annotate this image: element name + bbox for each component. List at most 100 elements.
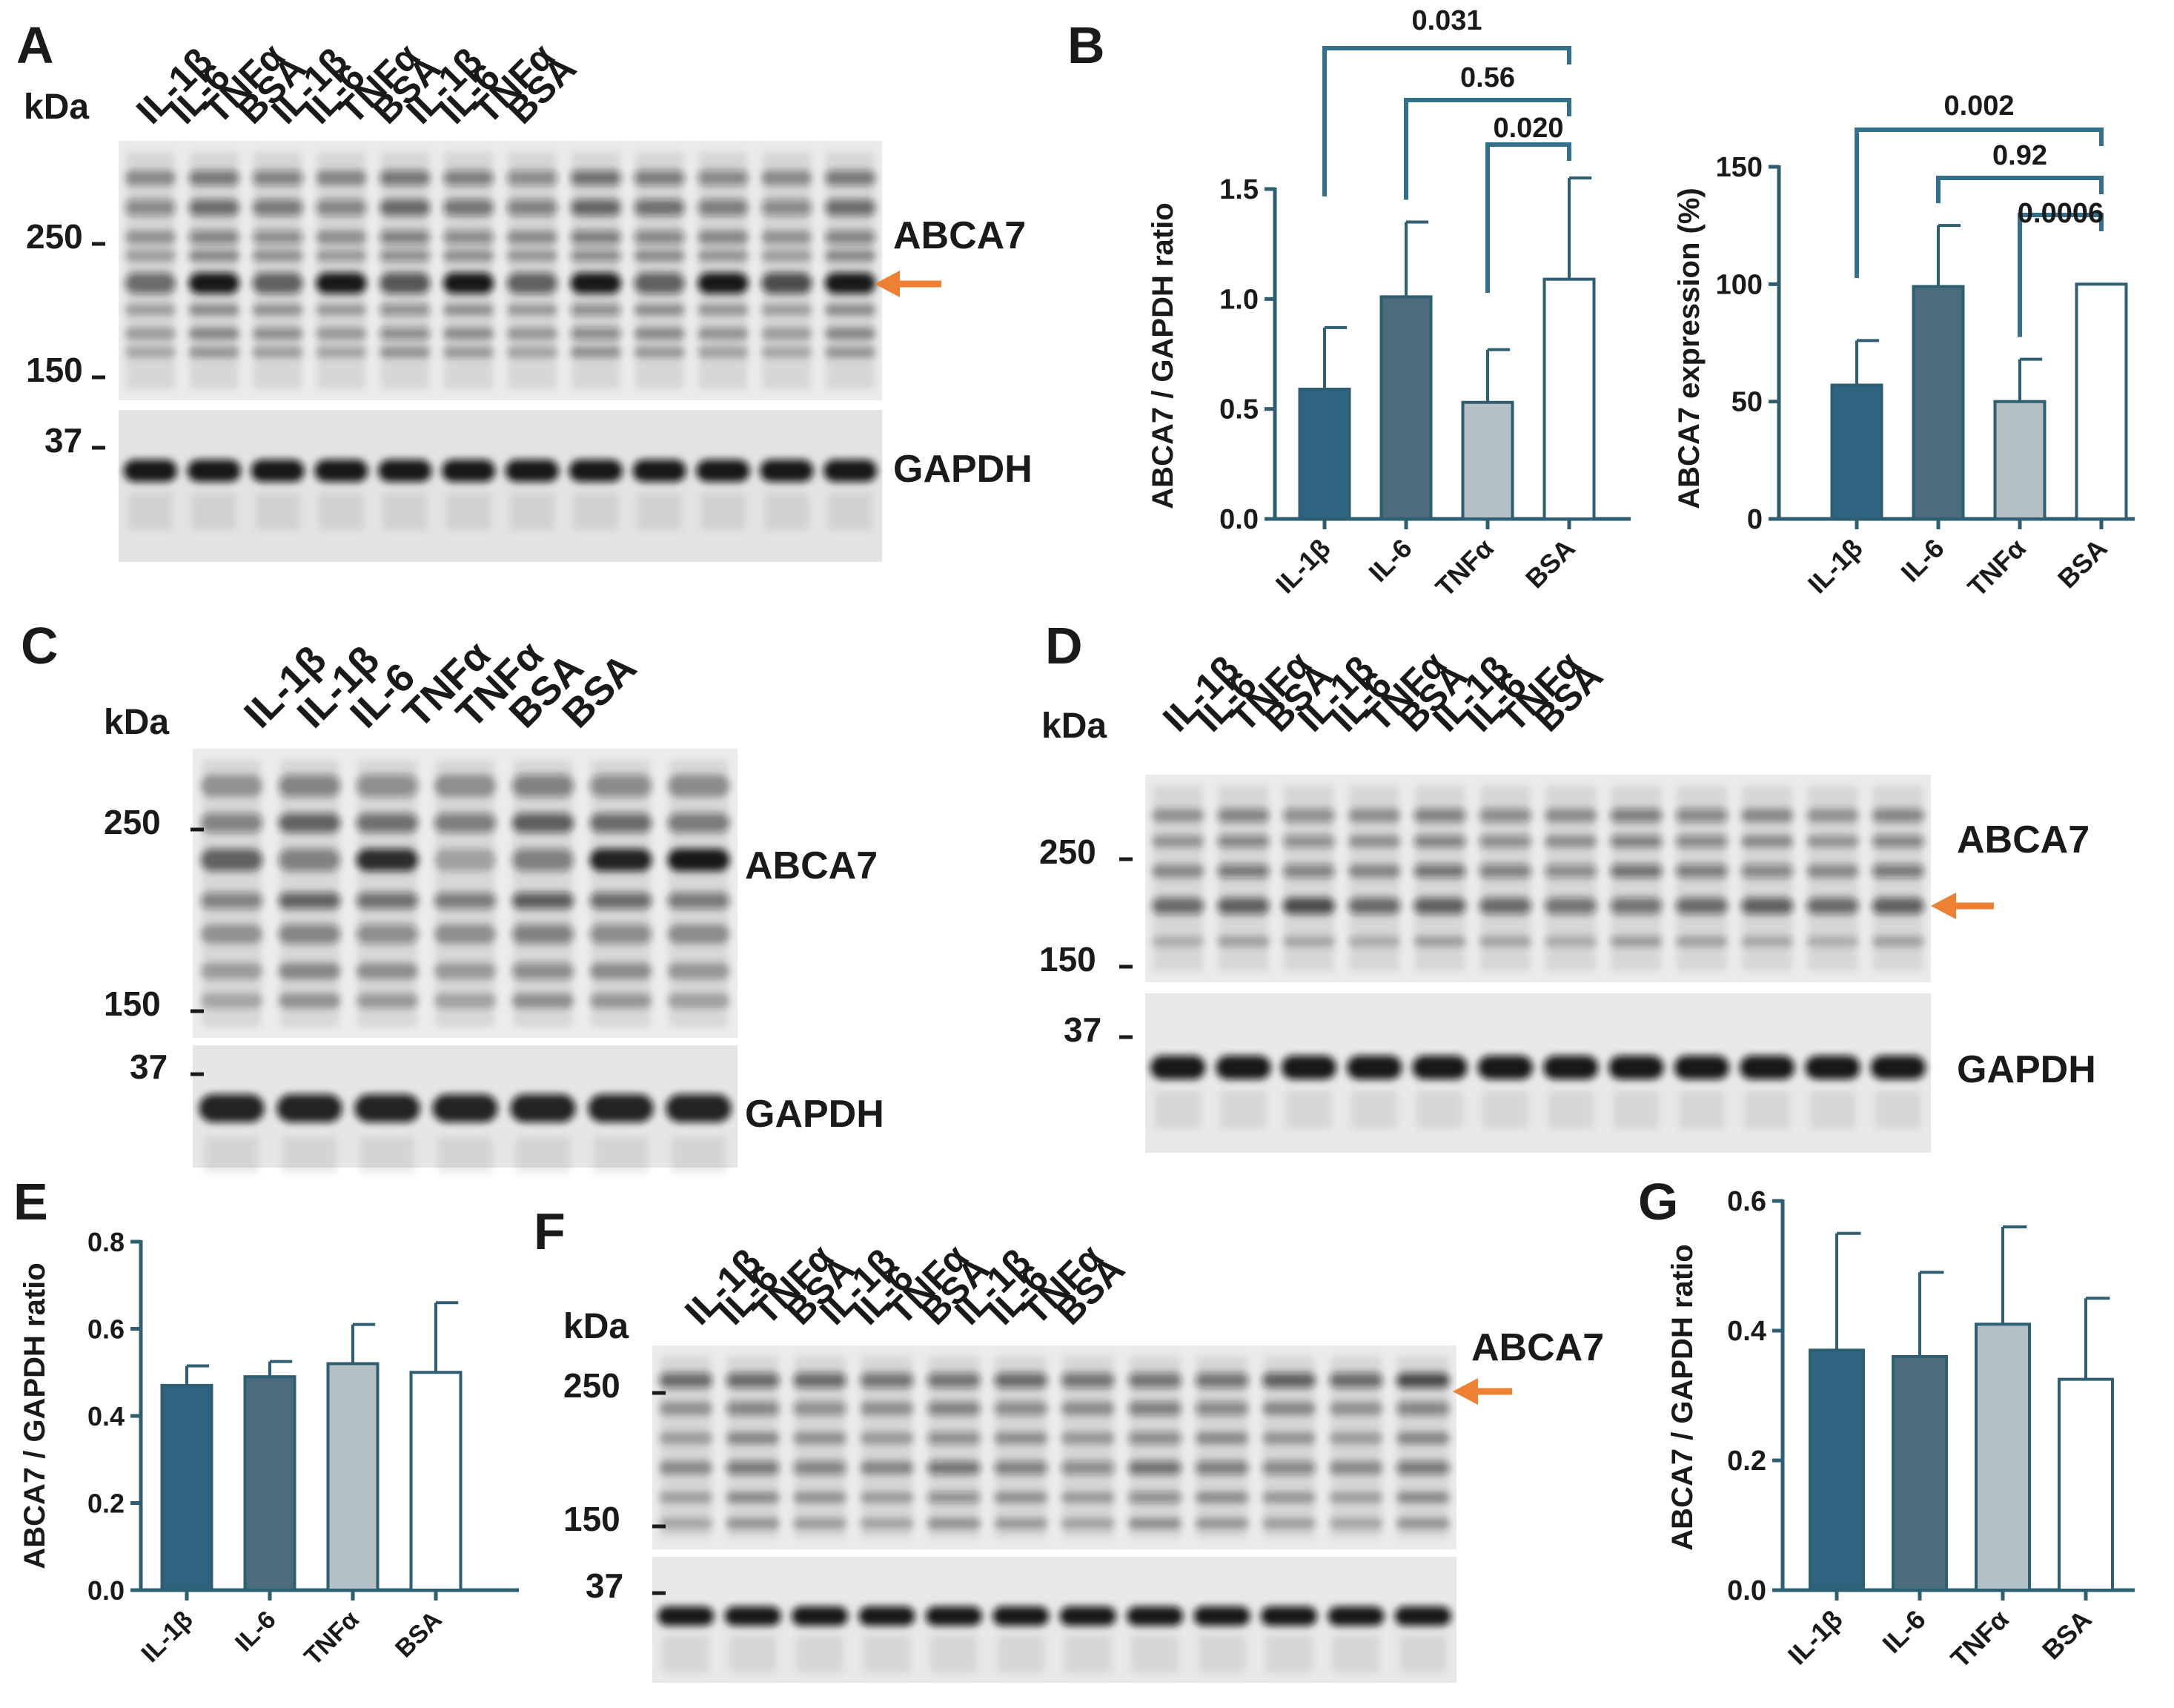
abca7-band [506,231,558,244]
category-label: IL-1β [1782,1604,1849,1671]
y-tick-label: 0.4 [87,1401,125,1431]
category-label: BSA [2052,533,2113,595]
abca7-band [1061,1492,1115,1503]
abca7-band [927,1461,981,1474]
abca7-band [1348,835,1401,847]
abca7-band [1348,809,1401,822]
abca7-band [316,231,367,244]
abca7-band [1329,1461,1383,1474]
gapdh-band [925,1606,982,1626]
abca7-band [356,775,419,797]
abca7-band [188,347,240,357]
abca7-band [443,250,494,262]
y-tick-label: 100 [1716,269,1763,300]
abca7-band [1610,835,1663,847]
abca7-band [1061,1373,1115,1388]
abca7-band [792,1461,847,1474]
abca7-band [434,775,497,797]
abca7-band [1262,1402,1316,1415]
abca7-band [1329,1402,1383,1415]
abca7-band [356,893,419,909]
panel-letter: E [13,1173,48,1231]
lane-smear [1875,1091,1921,1128]
y-tick-label: 150 [1716,152,1763,183]
gapdh-band [1281,1056,1336,1079]
lane-smear [1332,1635,1380,1672]
abca7-band [589,775,652,797]
gapdh-band [314,460,368,482]
y-tick-label: 0 [1747,504,1763,535]
gapdh-band [199,1094,265,1122]
abca7-band [634,231,685,244]
abca7-band [1127,1461,1182,1474]
abca7-band [634,305,685,315]
abca7-band [1740,809,1794,822]
lane-smear [282,1136,337,1174]
lane-smear [930,1635,978,1672]
abca7-band [634,199,685,216]
abca7-band [125,199,176,216]
significance-bracket [1404,98,1571,200]
y-tick-label: 1.5 [1219,174,1259,205]
bar-0 [1809,1348,1865,1592]
lane-smear [1399,1635,1447,1672]
abca7-band [1479,835,1532,847]
mw-marker-label: 37 [44,421,82,460]
lane-smear [1613,1091,1660,1128]
gapdh-band [696,460,750,482]
panel-letter: C [21,617,59,675]
abca7-bands [200,760,730,1027]
lane-smear [255,493,300,530]
chart-b2: 0 50 100 150 ABCA7 expression (%) IL-1β IL-6 TN… [1673,90,2135,603]
abca7-band [188,305,240,315]
abca7-band [511,893,574,909]
abca7-band [760,199,812,216]
abca7-band [1061,1461,1115,1474]
abca7-band [860,1373,914,1388]
abca7-band [1282,936,1336,947]
abca7-band [1282,864,1336,878]
abca7-band [511,924,574,944]
lane-smear [319,493,364,530]
y-tick-label: 0.0 [1727,1575,1766,1606]
abca7-band [443,171,494,185]
abca7-band [760,305,812,315]
abca7-band [634,328,685,340]
gapdh-band [1740,1056,1795,1079]
y-tick-label: 0.0 [1219,504,1259,535]
abca7-band [252,231,303,244]
abca7-band [252,250,303,262]
abca7-band [1262,1432,1316,1444]
significance-bracket [1936,176,2104,204]
bar-2 [1975,1323,2031,1592]
abca7-band [1127,1492,1182,1503]
abca7-band [824,347,876,357]
y-tick-label: 0.6 [87,1314,125,1345]
bar-2 [1993,400,2047,521]
gapdh-band [666,1094,732,1122]
lane-smear [509,493,554,530]
abca7-band [697,171,749,185]
abca7-band [659,1373,713,1388]
lane-smear [1351,1091,1398,1128]
abca7-band [1675,898,1729,914]
gapdh-label: GAPDH [893,448,1033,491]
charts-layer: B 0.0 0.5 1.0 1.5 ABCA7 / GAPDH ratio IL-1β IL-… [13,5,2135,1674]
abca7-band [1195,1461,1249,1474]
gapdh-band [657,1606,715,1626]
y-tick-label: 1.0 [1219,284,1259,315]
abca7-band [506,273,558,294]
abca7-band [659,1402,713,1415]
abca7-band [252,347,303,357]
gapdh-band [1260,1606,1317,1626]
abca7-band [760,273,812,294]
kda-label: kDa [24,87,89,127]
arrow-head-icon [875,271,900,297]
lane-smear [662,1635,709,1672]
abca7-band [511,775,574,797]
abca7-band [1414,809,1466,822]
abca7-band [1740,898,1794,914]
abca7-band [659,1492,713,1503]
abca7-band [1151,835,1204,847]
